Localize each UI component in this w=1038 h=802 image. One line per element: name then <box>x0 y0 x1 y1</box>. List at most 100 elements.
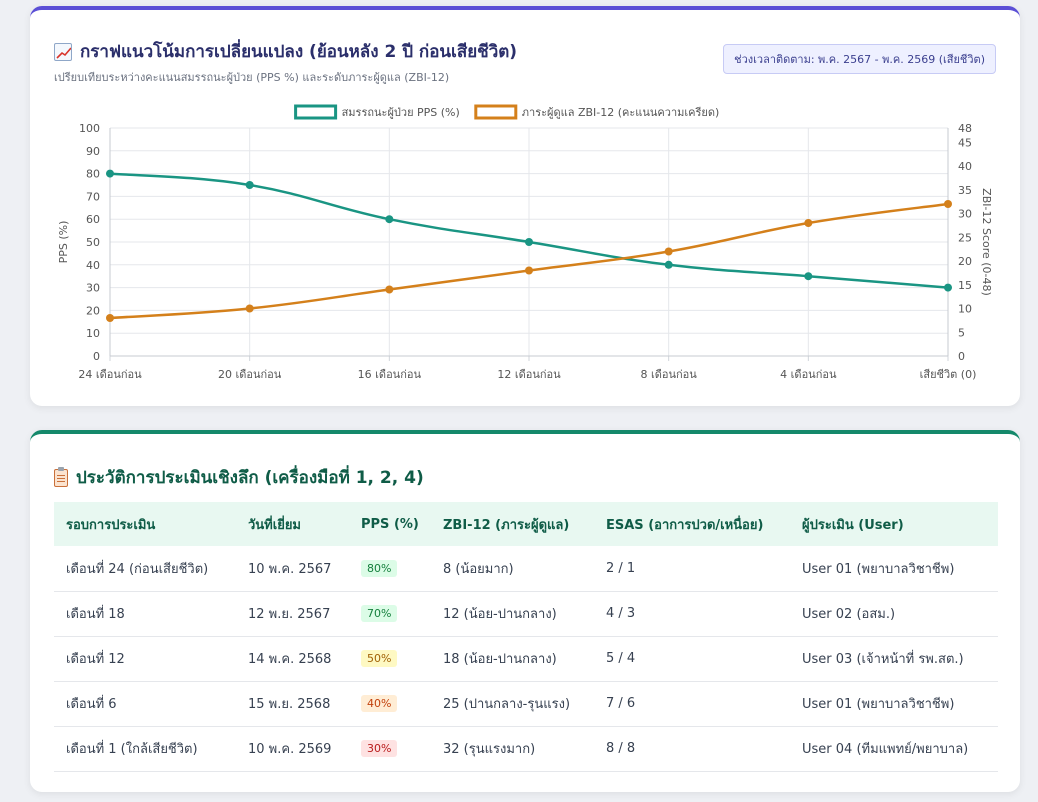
data-point <box>245 304 254 313</box>
chart-subtitle: เปรียบเทียบระหว่างคะแนนสมรรถนะผู้ป่วย (P… <box>54 71 450 84</box>
pps-badge: 80% <box>361 559 398 577</box>
cell-pps: 70% <box>349 591 431 637</box>
col-header-date: วันที่เยี่ยม <box>248 517 302 533</box>
trend-chart: 0 10 20 30 40 50 60 70 80 90 100 0 5 10 15 20 25 30 35 40 45… <box>57 104 993 381</box>
y-tick-label: 90 <box>86 145 100 158</box>
cell-zbi: 18 (น้อย-ปานกลาง) <box>431 636 594 682</box>
x-tick-label: 4 เดือนก่อน <box>780 368 837 381</box>
y-tick-label: 80 <box>86 168 100 181</box>
y-tick-label: 30 <box>86 282 100 295</box>
x-tick-label: 24 เดือนก่อน <box>78 368 142 381</box>
cell-date: 12 พ.ย. 2567 <box>236 591 349 637</box>
y-right-tick-label: 35 <box>958 184 972 197</box>
data-point <box>245 181 254 189</box>
data-point <box>385 215 394 224</box>
y-right-tick-label: 20 <box>958 255 972 268</box>
legend-label-2: ภาระผู้ดูแล ZBI-12 (คะแนนความเครียด) <box>522 106 720 119</box>
pps-badge: 70% <box>361 605 398 622</box>
data-point <box>664 247 673 256</box>
x-tick-label: 12 เดือนก่อน <box>497 368 561 381</box>
trend-chart-card: 0 10 20 30 40 50 60 70 80 90 100 0 5 10 15 20 25 30 35 40 45… <box>30 6 1020 406</box>
y-tick-label: 20 <box>86 304 100 317</box>
chart-title: กราฟแนวโน้มการเปลี่ยนแปลง (ย้อนหลัง 2 ปี… <box>54 38 517 65</box>
table-title: ประวัติการประเมินเชิงลึก (เครื่องมือที่ … <box>54 464 424 491</box>
y-right-tick-label: 48 <box>958 122 972 135</box>
cell-zbi: 25 (ปานกลาง-รุนแรง) <box>431 681 594 727</box>
y-right-tick-label: 10 <box>958 303 972 316</box>
y-right-tick-label: 25 <box>958 231 972 244</box>
cell-esas: 8 / 8 <box>594 726 790 772</box>
cell-round: เดือนที่ 24 (ก่อนเสียชีวิต) <box>54 546 236 592</box>
y-axis-title: PPS (%) <box>57 221 70 264</box>
data-point <box>944 200 952 208</box>
pps-badge: 50% <box>361 650 398 667</box>
cell-pps: 50% <box>349 636 431 682</box>
cell-zbi: 8 (น้อยมาก) <box>431 546 594 592</box>
cell-assessor: User 03 (เจ้าหน้าที่ รพ.สต.) <box>790 636 998 682</box>
cell-pps: 80% <box>349 546 431 592</box>
period-badge: ช่วงเวลาติดตาม: พ.ค. 2567 - พ.ค. 2569 (เ… <box>723 44 996 74</box>
cell-esas: 5 / 4 <box>594 636 790 682</box>
x-tick-label: 8 เดือนก่อน <box>641 368 698 381</box>
y-right-tick-label: 40 <box>958 160 972 173</box>
table-row: เดือนที่ 12 14 พ.ค. 2568 50% 18 (น้อย-ปา… <box>54 636 998 682</box>
col-header-assessor: ผู้ประเมิน (User) <box>802 517 904 533</box>
cell-zbi: 12 (น้อย-ปานกลาง) <box>431 591 594 637</box>
col-header-pps: PPS (%) <box>361 516 419 532</box>
cell-date: 10 พ.ค. 2569 <box>236 726 349 772</box>
cell-assessor: User 01 (พยาบาลวิชาชีพ) <box>790 546 998 592</box>
pps-badge: 30% <box>361 740 398 757</box>
y-tick-label: 0 <box>93 350 100 363</box>
y-right-tick-label: 0 <box>958 350 965 363</box>
col-header-zbi: ZBI-12 (ภาระผู้ดูแล) <box>443 517 570 533</box>
y-tick-label: 10 <box>86 327 100 340</box>
cell-assessor: User 04 (ทีมแพทย์/พยาบาล) <box>790 726 998 772</box>
col-header-esas: ESAS (อาการปวด/เหนื่อย) <box>606 517 764 533</box>
table-title-text: ประวัติการประเมินเชิงลึก (เครื่องมือที่ … <box>76 468 424 488</box>
cell-assessor: User 01 (พยาบาลวิชาชีพ) <box>790 681 998 727</box>
cell-date: 14 พ.ค. 2568 <box>236 636 349 682</box>
data-point <box>106 314 114 322</box>
data-point <box>664 260 673 269</box>
cell-round: เดือนที่ 6 <box>54 681 236 727</box>
cell-round: เดือนที่ 12 <box>54 636 236 682</box>
legend-label-1: สมรรถนะผู้ป่วย PPS (%) <box>342 106 460 119</box>
y-tick-label: 50 <box>86 236 100 249</box>
legend-swatch-1 <box>294 104 338 120</box>
history-table: รอบการประเมิน วันที่เยี่ยม PPS (%) ZBI-1… <box>54 502 998 772</box>
x-tick-label: 20 เดือนก่อน <box>218 368 282 381</box>
y-right-tick-label: 45 <box>958 136 972 149</box>
legend-swatch-2 <box>474 104 518 120</box>
y-right-axis-title: ZBI-12 Score (0-48) <box>980 188 993 296</box>
cell-esas: 4 / 3 <box>594 591 790 637</box>
cell-pps: 40% <box>349 681 431 727</box>
cell-zbi: 32 (รุนแรงมาก) <box>431 726 594 772</box>
cell-pps: 30% <box>349 726 431 772</box>
cell-esas: 2 / 1 <box>594 546 790 592</box>
table-header-row: รอบการประเมิน วันที่เยี่ยม PPS (%) ZBI-1… <box>54 502 998 546</box>
table-row: เดือนที่ 18 12 พ.ย. 2567 70% 12 (น้อย-ปา… <box>54 591 998 637</box>
y-right-tick-label: 15 <box>958 279 972 292</box>
col-header-round: รอบการประเมิน <box>66 517 156 533</box>
y-right-tick-label: 30 <box>958 208 972 221</box>
data-point <box>804 272 813 281</box>
data-point <box>385 285 394 294</box>
chart-up-icon <box>54 42 72 61</box>
table-row: เดือนที่ 24 (ก่อนเสียชีวิต) 10 พ.ค. 2567… <box>54 546 998 592</box>
y-right-tick-label: 5 <box>958 326 965 339</box>
history-table-card: ประวัติการประเมินเชิงลึก (เครื่องมือที่ … <box>30 430 1020 792</box>
data-point <box>525 266 533 275</box>
cell-date: 15 พ.ย. 2568 <box>236 681 349 727</box>
data-point <box>106 169 114 178</box>
cell-round: เดือนที่ 18 <box>54 591 236 637</box>
data-point <box>525 238 533 246</box>
table-row: เดือนที่ 6 15 พ.ย. 2568 40% 25 (ปานกลาง-… <box>54 681 998 727</box>
clipboard-icon <box>54 466 68 487</box>
cell-assessor: User 02 (อสม.) <box>790 591 998 637</box>
x-tick-label: เสียชีวิต (0) <box>920 368 977 381</box>
chart-title-text: กราฟแนวโน้มการเปลี่ยนแปลง (ย้อนหลัง 2 ปี… <box>80 42 518 62</box>
y-tick-label: 70 <box>86 190 100 203</box>
cell-round: เดือนที่ 1 (ใกล้เสียชีวิต) <box>54 726 236 772</box>
y-tick-label: 100 <box>79 122 100 135</box>
x-tick-label: 16 เดือนก่อน <box>358 368 422 381</box>
